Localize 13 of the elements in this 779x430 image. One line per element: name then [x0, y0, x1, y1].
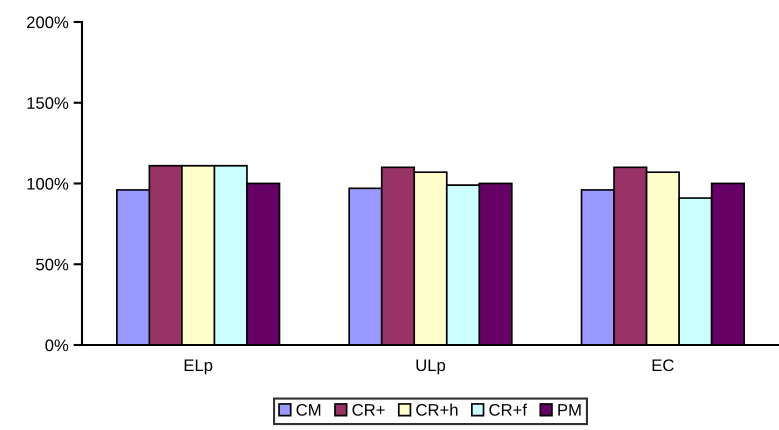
y-tick-label: 0% [45, 339, 68, 352]
legend-label: CR+h [416, 404, 458, 416]
legend-label: CR+ [352, 404, 385, 416]
y-tick-label: 150% [27, 97, 68, 109]
x-tick-label: EC [652, 359, 674, 372]
y-tick-label: 50% [36, 258, 68, 270]
y-tick-label: 200% [27, 16, 68, 28]
legend-label: CR+f [489, 404, 527, 416]
x-tick-label: ELp [184, 360, 212, 374]
legend-label: PM [558, 404, 581, 416]
legend-label: CM [296, 404, 320, 416]
x-tick-label: ULp [416, 360, 446, 374]
y-tick-label: 100% [27, 178, 68, 190]
